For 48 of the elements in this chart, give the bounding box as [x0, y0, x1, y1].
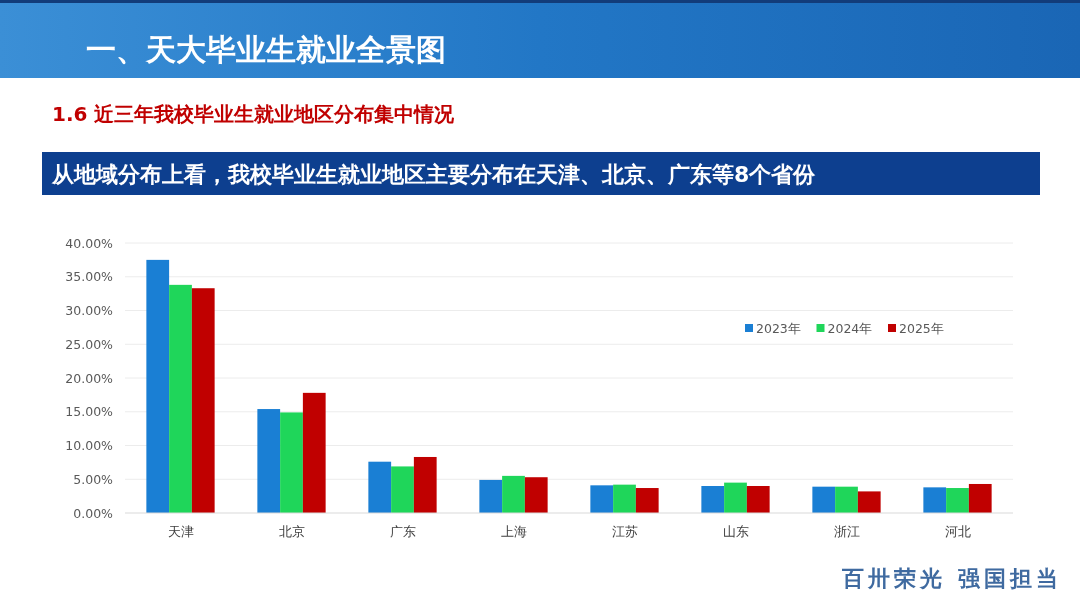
- bar: [502, 475, 525, 513]
- y-tick-label: 10.00%: [65, 438, 114, 453]
- bar: [413, 456, 437, 513]
- y-tick-label: 40.00%: [65, 235, 114, 251]
- x-tick-label: 天津: [167, 524, 194, 539]
- chart-subtitle: 1.6 近三年我校毕业生就业地区分布集中情况: [52, 102, 456, 126]
- bar: [635, 488, 659, 513]
- bar: [746, 486, 770, 513]
- bar: [701, 486, 725, 513]
- bar: [590, 485, 614, 513]
- x-tick-label: 山东: [722, 524, 749, 539]
- bar: [391, 466, 414, 513]
- bar: [257, 409, 281, 513]
- bar: [169, 284, 192, 513]
- bar: [923, 487, 947, 513]
- x-tick-label: 江苏: [611, 524, 638, 539]
- x-tick-label: 河北: [944, 524, 971, 539]
- y-tick-label: 25.00%: [65, 336, 114, 352]
- legend-label: 2025年: [899, 320, 944, 336]
- bar: [857, 491, 881, 513]
- x-tick-label: 广东: [389, 524, 416, 539]
- bar: [146, 259, 170, 513]
- bar: [368, 461, 392, 513]
- x-tick-label: 上海: [500, 524, 527, 539]
- text: 从地域分布上看，我校毕业生就业地区主要分布在天津、北京、广东等8个省份: [51, 162, 817, 187]
- bar: [946, 488, 969, 513]
- x-tick-label: 北京: [278, 524, 305, 539]
- bar: [724, 482, 747, 513]
- y-tick-label: 20.00%: [65, 370, 114, 386]
- bar: [191, 288, 215, 513]
- bar: [812, 486, 836, 513]
- text: 百卅荣光 强国担当: [841, 565, 1062, 591]
- legend-label: 2023年: [756, 320, 801, 336]
- bar: [613, 484, 636, 513]
- bar: [302, 392, 326, 513]
- y-tick-label: 15.00%: [65, 404, 114, 420]
- bar: [968, 483, 992, 513]
- y-tick-label: 0.00%: [73, 505, 114, 521]
- y-tick-label: 5.00%: [73, 471, 114, 487]
- chart-title: 一、天大毕业生就业全景图: [86, 32, 446, 67]
- bar: [280, 412, 303, 513]
- y-tick-label: 35.00%: [65, 269, 114, 285]
- x-tick-label: 浙江: [833, 524, 860, 539]
- bar: [524, 477, 548, 513]
- y-tick-label: 30.00%: [65, 303, 114, 318]
- legend-label: 2024年: [827, 320, 873, 336]
- bar: [835, 486, 858, 513]
- bar: [479, 479, 503, 513]
